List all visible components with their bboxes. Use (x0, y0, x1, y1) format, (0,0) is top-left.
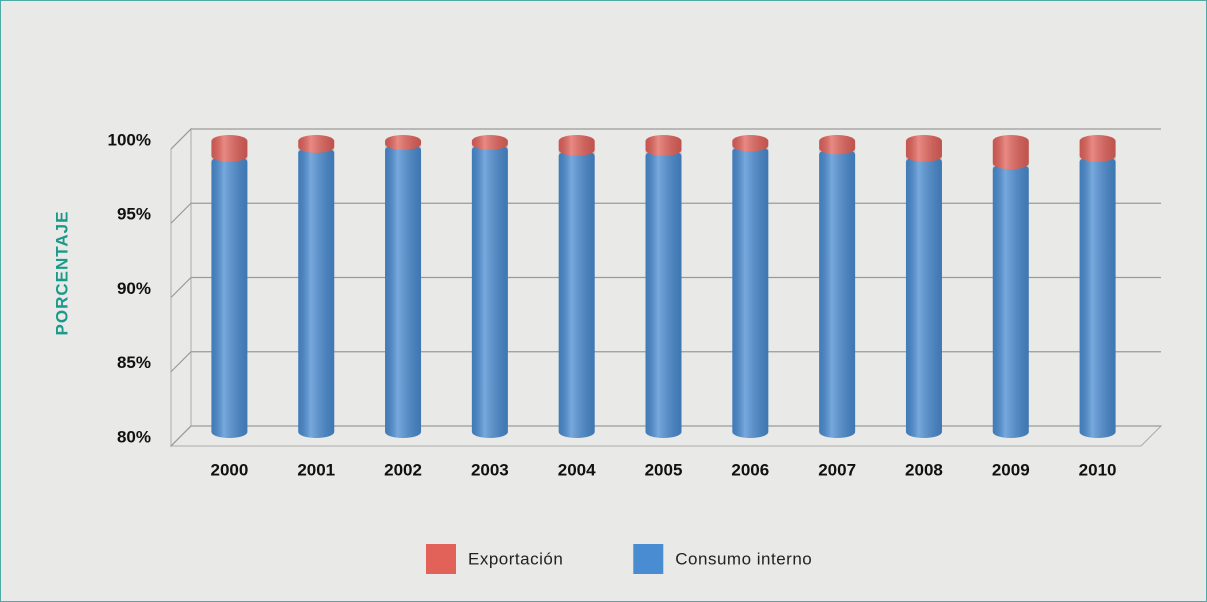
x-tick-label: 2007 (818, 460, 856, 479)
bar-shine (992, 135, 1029, 438)
bar-shine (645, 135, 682, 438)
x-tick-label: 2000 (210, 460, 248, 479)
bar-shine (905, 135, 942, 438)
legend-label: Consumo interno (675, 549, 812, 568)
bar-shine (211, 135, 248, 438)
bar-shine (298, 135, 335, 438)
y-tick-label: 95% (117, 205, 151, 224)
bar-shine (558, 135, 595, 438)
bar-shine (819, 135, 856, 438)
y-tick-label: 90% (117, 279, 151, 298)
x-tick-label: 2006 (731, 460, 769, 479)
bar-shine (471, 135, 508, 438)
x-tick-label: 2008 (905, 460, 943, 479)
x-tick-label: 2002 (384, 460, 422, 479)
x-tick-label: 2003 (471, 460, 509, 479)
y-tick-label: 100% (108, 130, 151, 149)
x-tick-label: 2010 (1079, 460, 1117, 479)
y-axis-label: PORCENTAJE (52, 211, 71, 336)
x-tick-label: 2004 (558, 460, 596, 479)
y-tick-label: 85% (117, 353, 151, 372)
bar-shine (385, 135, 422, 438)
y-tick-label: 80% (117, 427, 151, 446)
legend-swatch (633, 544, 664, 574)
legend-swatch (426, 544, 456, 574)
bar-shine (732, 135, 769, 438)
legend-label: Exportación (468, 549, 563, 568)
x-tick-label: 2009 (992, 460, 1030, 479)
x-tick-label: 2001 (297, 460, 335, 479)
bar-shine (1079, 135, 1116, 438)
x-tick-label: 2005 (645, 460, 683, 479)
grid-line (170, 128, 1161, 150)
